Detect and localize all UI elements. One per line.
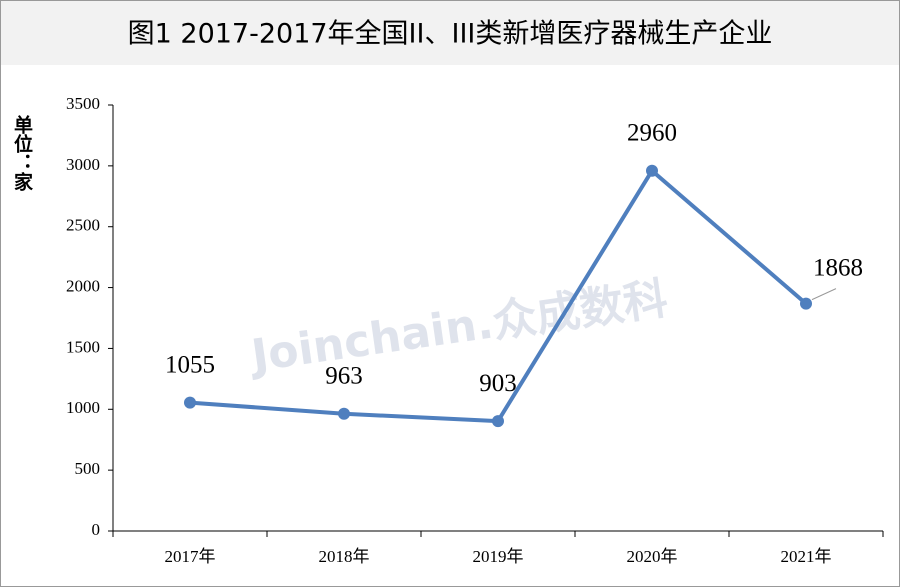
y-tick-label: 2000: [66, 276, 100, 295]
title-bar: [1, 1, 899, 65]
y-tick-label: 3000: [66, 155, 100, 174]
y-tick-label: 1500: [66, 337, 100, 356]
leader-line: [811, 288, 837, 301]
marker: [492, 415, 504, 428]
x-tick-label: 2018年: [319, 547, 370, 566]
y-axis-label: 单位：家: [11, 114, 33, 191]
chart-title: 图1 2017-2017年全国II、III类新增医疗器械生产企业: [128, 19, 773, 50]
data-label: 1055: [165, 351, 215, 378]
x-tick-label: 2017年: [165, 547, 216, 566]
data-label: 2960: [627, 119, 677, 146]
y-tick-label: 0: [92, 520, 101, 539]
marker: [800, 297, 812, 310]
y-tick-label: 2500: [66, 216, 100, 235]
y-tick-label: 1000: [66, 398, 100, 417]
data-label: 903: [479, 370, 517, 397]
y-tick-label: 3500: [66, 94, 100, 113]
y-tick-label: 500: [75, 459, 101, 478]
x-tick-label: 2019年: [473, 547, 524, 566]
marker: [338, 407, 350, 420]
marker: [184, 396, 196, 409]
x-tick-label: 2020年: [627, 547, 678, 566]
marker: [646, 164, 658, 177]
data-label: 963: [325, 363, 363, 390]
data-label: 1868: [813, 254, 863, 281]
x-tick-label: 2021年: [781, 547, 832, 566]
